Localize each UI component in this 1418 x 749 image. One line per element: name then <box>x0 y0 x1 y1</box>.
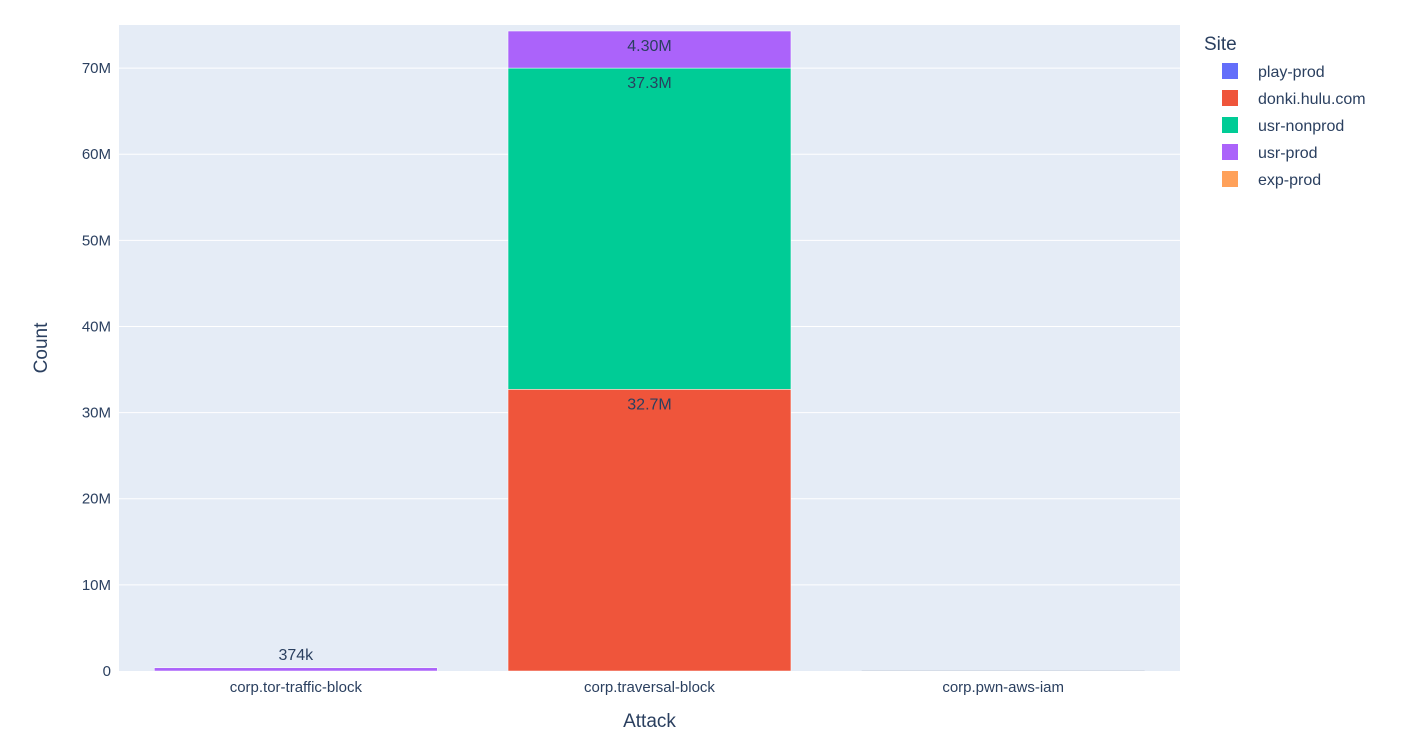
y-axis-title: Count <box>31 322 52 373</box>
legend-swatch <box>1222 117 1238 133</box>
legend-item[interactable]: donki.hulu.com <box>1222 90 1366 108</box>
legend-label: play-prod <box>1258 64 1325 81</box>
data-label: 4.30M <box>627 38 671 55</box>
bar-segment[interactable] <box>154 667 438 672</box>
legend-swatch <box>1222 90 1238 106</box>
x-tick-label: corp.tor-traffic-block <box>230 679 363 696</box>
y-tick-label: 0 <box>103 663 111 680</box>
bar-segment[interactable] <box>507 30 792 69</box>
legend-item[interactable]: play-prod <box>1222 63 1325 81</box>
y-tick-label: 10M <box>82 577 111 594</box>
x-axis-ticks: corp.tor-traffic-block corp.traversal-blo… <box>230 679 1064 696</box>
y-axis-ticks: 0 10M 20M 30M 40M 50M 60M 70M <box>82 60 111 680</box>
y-tick-label: 30M <box>82 405 111 422</box>
x-axis-title: Attack <box>623 711 676 732</box>
legend-label: usr-prod <box>1258 145 1318 162</box>
y-tick-label: 40M <box>82 318 111 335</box>
legend-label: exp-prod <box>1258 172 1321 189</box>
data-labels: 374k 32.7M 37.3M 4.30M <box>278 38 671 664</box>
legend-item[interactable]: usr-prod <box>1222 144 1318 162</box>
y-tick-label: 70M <box>82 60 111 77</box>
legend-title: Site <box>1204 34 1237 55</box>
legend-item[interactable]: exp-prod <box>1222 171 1321 189</box>
y-tick-label: 20M <box>82 491 111 508</box>
x-tick-label: corp.pwn-aws-iam <box>942 679 1064 696</box>
data-label: 37.3M <box>627 75 671 92</box>
legend-swatch <box>1222 171 1238 187</box>
bar-segment[interactable] <box>507 67 792 390</box>
bar-segment[interactable] <box>507 389 792 672</box>
legend-label: donki.hulu.com <box>1258 91 1366 108</box>
legend-item[interactable]: usr-nonprod <box>1222 117 1344 135</box>
legend-swatch <box>1222 144 1238 160</box>
y-tick-label: 50M <box>82 232 111 249</box>
legend-label: usr-nonprod <box>1258 118 1344 135</box>
legend-swatch <box>1222 63 1238 79</box>
bars <box>154 30 1145 672</box>
data-label: 32.7M <box>627 396 671 413</box>
y-tick-label: 60M <box>82 146 111 163</box>
x-tick-label: corp.traversal-block <box>584 679 715 696</box>
data-label: 374k <box>278 647 314 664</box>
legend[interactable]: Site play-prod donki.hulu.com usr-nonprod u… <box>1204 34 1366 189</box>
